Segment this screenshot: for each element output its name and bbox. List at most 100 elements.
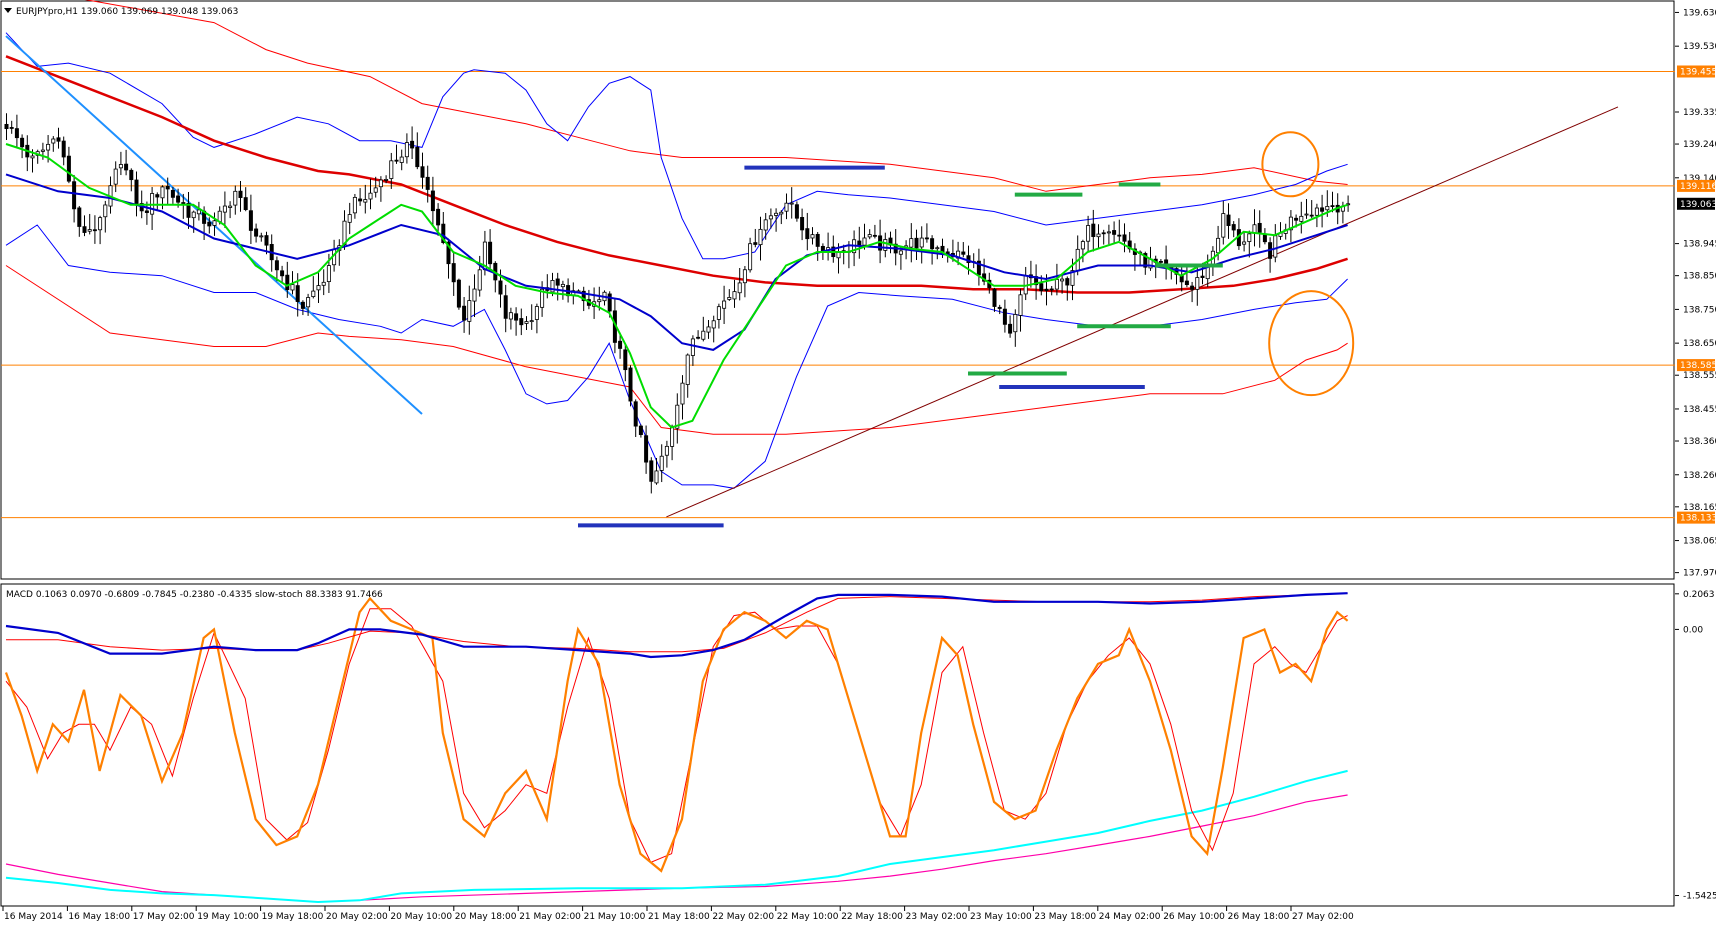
candle-body [1106,231,1111,234]
candle-body [633,401,638,427]
candle-body [1330,205,1335,208]
candle-body [581,290,586,302]
candle-body [649,460,654,482]
candle-body [4,123,9,130]
candle-body [467,300,472,322]
candle-body [446,241,451,265]
candle-body [144,210,149,213]
candle-body [326,265,331,282]
price-label-box [1677,65,1715,78]
level-price-label: 138.585 [1677,359,1716,372]
candle-body [363,199,368,203]
candle-body [1242,241,1247,245]
candle-body [992,288,997,307]
candle-body [82,226,87,233]
price-tick-label: 139.240 [1683,140,1716,150]
candle-body [924,237,929,240]
candle-body [1008,323,1013,334]
candle-body [72,181,77,210]
candle-body [560,283,565,288]
candle-body [243,197,248,211]
price-tick-label: 139.530 [1683,42,1716,52]
candle-body [1086,225,1091,242]
candle-body [196,209,201,215]
level-price-label: 139.116 [1677,179,1716,192]
candle-body [1096,233,1101,238]
price-label-text: 139.116 [1680,182,1716,192]
envelope-lower-line [5,265,1348,435]
candle-body [176,195,181,203]
candle-body [134,179,139,206]
time-tick-label: 16 May 2014 [4,912,63,922]
ascending-trendline[interactable] [666,106,1619,518]
candle-body [248,210,253,231]
candle-body [638,425,643,435]
candle-body [1054,279,1059,290]
candle-body [706,326,711,333]
candle-body [384,179,389,181]
candle-body [1018,294,1023,316]
slow-moving-average [5,55,1348,294]
candle-body [898,250,903,255]
candle-body [1221,213,1226,238]
candle-body [659,455,664,471]
candle-body [66,155,71,182]
candle-body [186,202,191,218]
candle-body [311,290,316,297]
candle-body [1288,216,1293,231]
highlight-ellipse[interactable] [1268,290,1355,397]
candle-body [800,217,805,231]
price-tick-label: 138.360 [1683,437,1716,447]
candle-body [1080,241,1085,250]
candle-body [1044,288,1049,291]
candle-body [129,169,134,181]
main-header: EURJPYpro,H1 139.060 139.069 139.048 139… [16,7,238,17]
chart-menu-arrow-icon[interactable] [4,8,12,13]
candle-body [685,354,690,385]
time-tick-label: 27 May 02:00 [1292,912,1354,922]
candle-body [1216,237,1221,254]
candle-body [1226,214,1231,226]
candle-body [628,367,633,402]
time-tick-label: 22 May 18:00 [841,912,903,922]
candle-body [207,221,212,227]
candle-body [732,291,737,300]
price-label-box [1677,179,1715,192]
candle-body [477,269,482,291]
time-tick-label: 22 May 10:00 [777,912,839,922]
candle-body [373,187,378,193]
candle-body [935,247,940,250]
level-price-label: 138.133 [1677,511,1716,524]
indicator-tick-label: -1.5425 [1683,892,1716,902]
candle-body [529,320,534,323]
candle-body [805,228,810,240]
candle-body [1184,280,1189,286]
candle-body [1309,214,1314,217]
price-tick-label: 138.165 [1683,503,1716,513]
candle-body [368,192,373,200]
candle-body [680,382,685,405]
highlight-ellipse[interactable] [1261,131,1320,198]
candle-body [1294,217,1299,221]
candle-body [87,229,92,232]
candle-body [295,285,300,302]
time-tick-label: 26 May 10:00 [1163,912,1225,922]
candle-body [644,435,649,463]
candle-body [779,211,784,215]
candle-body [40,149,45,152]
candle-body [113,168,118,185]
candle-body [170,189,175,198]
candle-body [1091,223,1096,237]
candle-body [820,245,825,252]
candle-body [124,163,129,171]
time-tick-label: 21 May 10:00 [584,912,646,922]
candle-body [1122,234,1127,242]
indicator-tick-label: 0.2063 [1683,590,1715,600]
price-label-text: 138.133 [1680,514,1716,524]
price-tick-label: 138.650 [1683,339,1716,349]
candle-body [389,160,394,179]
bollinger-upper-line [5,32,1348,260]
candle-body [56,137,61,142]
